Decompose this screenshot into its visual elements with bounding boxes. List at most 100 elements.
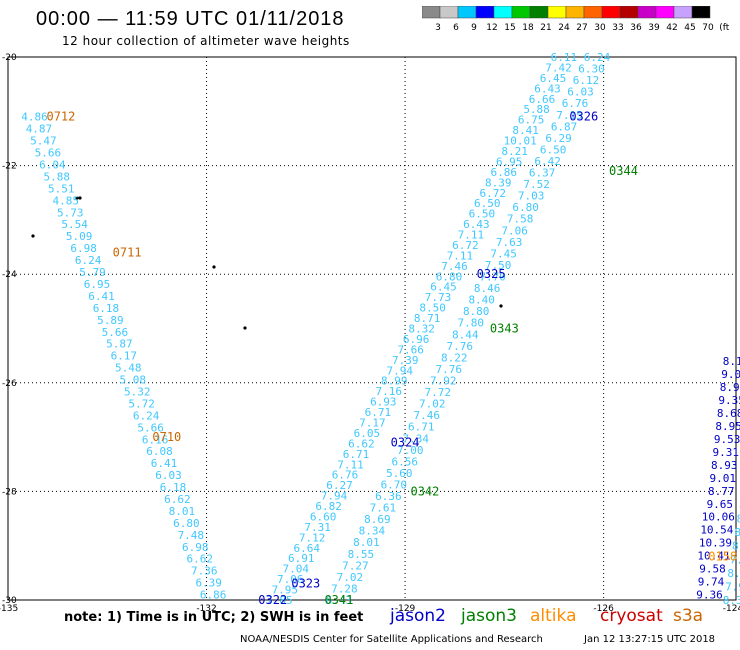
legend-jason2: jason2 [390,606,446,626]
wave-height-value: 8.34 [359,525,386,538]
wave-height-value: 6.86 [490,166,517,179]
island-marker [499,304,503,308]
wave-height-value: 7.50 [485,259,512,272]
wave-height-value: 6.16 [142,433,169,446]
wave-height-value: 5.73 [57,206,84,219]
wave-height-value: 9.74 [698,576,725,589]
wave-height-value: 7.46 [441,260,468,273]
wave-height-value: 7.02 [419,398,446,411]
wave-height-value: 7.79 [730,553,740,566]
wave-height-value: 9.65 [707,498,734,511]
wave-height-value: 7.92 [430,374,457,387]
colorbar-label: (ft) [719,23,730,32]
wave-height-value: 6.95 [496,155,523,168]
colorbar-label: 9 [471,23,477,32]
wave-height-value: 5.48 [115,362,142,375]
wave-height-value: 5.79 [79,266,106,279]
wave-height-value: 8.99 [381,375,408,388]
wave-height-value: 7.58 [507,213,534,226]
wave-height-value: 10.41 [697,550,730,563]
lat-tick-label: -24 [2,270,17,280]
wave-height-value: 6.76 [562,97,589,110]
wave-height-value: 5.32 [124,385,151,398]
wave-height-value: 6.80 [512,201,539,214]
wave-height-value: 5.88 [523,103,550,116]
wave-height-value: 7.45 [490,247,517,260]
wave-height-value: 8.77 [708,485,735,498]
wave-height-value: 10.54 [700,524,733,537]
wave-height-value: 6.56 [392,455,419,468]
wave-height-value: 6.72 [452,239,479,252]
colorbar-label: 12 [486,23,497,32]
pass-id-label: 0158 [708,550,737,564]
wave-height-value: 6.05 [354,427,381,440]
wave-height-value: 6.91 [288,552,315,565]
pass-id-label: 0341 [324,593,353,607]
island-marker [78,196,82,200]
wave-height-value: 7.34 [403,432,430,445]
island-marker [75,196,79,200]
wave-height-value: 8.16 [727,567,740,580]
wave-height-value: 10.39 [699,537,732,550]
wave-height-value: 9.58 [699,563,726,576]
colorbar-label: 18 [522,23,534,32]
wave-height-value: 8.01 [169,505,196,518]
wave-height-value: 7.42 [545,61,572,74]
wave-height-value: 7.03 [518,190,545,203]
wave-height-value: 7.28 [331,582,358,595]
wave-height-value: 6.98 [182,541,209,554]
wave-height-value: 8.40 [468,294,495,307]
wave-height-value: 6.17 [111,350,138,363]
wave-height-value: 7.31 [304,521,331,534]
wave-height-value: 5.66 [35,147,62,160]
wave-height-value: 8.00 [732,540,740,553]
pass-id-label: 0323 [291,577,320,591]
colorbar-label: 27 [576,23,587,32]
pass-id-label: 0342 [410,484,439,498]
legend-s3a: s3a [673,606,704,626]
colorbar-label: 70 [702,23,714,32]
wave-height-value: 6.96 [403,333,430,346]
credit-text: NOAA/NESDIS Center for Satellite Applica… [240,634,543,645]
wave-height-value: 6.72 [480,187,507,200]
wave-height-value: 9.35 [718,394,740,407]
wave-height-value: 6.82 [315,500,342,513]
lat-tick-label: -20 [2,53,17,63]
wave-height-value: 6.30 [578,63,605,76]
wave-height-value: 8.37 [723,594,740,607]
pass-id-label: 0326 [569,110,598,124]
wave-height-value: 6.71 [365,406,392,419]
wave-height-value: 5.60 [386,467,413,480]
wave-height-value: 7.39 [392,354,419,367]
wave-height-value: 4.85 [52,194,79,207]
wave-height-value: 6.12 [573,74,600,87]
colorbar-label: 6 [453,23,459,32]
pass-id-label: 0344 [609,164,638,178]
wave-height-value: 6.75 [518,114,545,127]
wave-height-value: 7.73 [425,291,452,304]
wave-height-value: 7.76 [446,340,473,353]
wave-height-value: 7.70 [479,271,506,284]
wave-height-value: 6.98 [70,242,97,255]
wave-height-value: 6.50 [540,143,567,156]
wave-height-value: 7.11 [337,458,364,471]
wave-height-value: 8.68 [717,407,740,420]
wave-height-value: 6.80 [173,517,200,530]
wave-height-value: 8.16 [723,355,740,368]
wave-height-value: 10.06 [702,511,735,524]
lon-tick-label: -129 [395,604,416,614]
wave-height-value: 6.50 [474,197,501,210]
lat-tick-label: -28 [2,487,17,497]
pass-id-label: 0711 [113,245,142,259]
wave-height-value: 6.24 [584,51,611,64]
wave-height-value: 6.80 [436,270,463,283]
legend-altika: altika [530,606,577,626]
wave-height-value: 7.12 [299,531,326,544]
wave-height-value: 6.42 [534,155,561,168]
wave-height-value: 7.66 [397,343,424,356]
island-marker [243,326,247,330]
wave-height-value: 6.08 [146,445,173,458]
wave-height-value: 6.70 [381,478,408,491]
